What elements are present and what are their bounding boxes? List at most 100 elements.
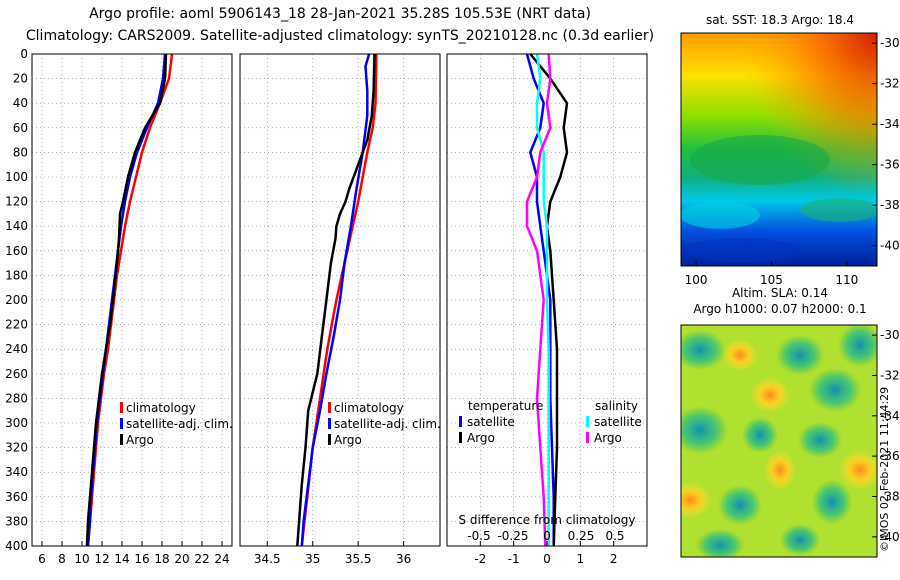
ytick-label: 280 [5,391,28,405]
xtick-label-temperature: 10 [74,552,89,566]
sst-ytick-label: -36 [880,158,900,172]
xtick-label-temperature: 16 [134,552,149,566]
legend-label-difference: satellite [594,415,642,429]
sla-ytick-label: -30 [880,328,900,342]
sst-ytick-label: -38 [880,198,900,212]
sla-ytick-label: -36 [880,449,900,463]
legend-swatch-difference [459,432,462,443]
xtick-label-temperature: 8 [58,552,66,566]
xtick-label-salinity: 35 [305,552,320,566]
legend-label-difference: Argo [467,431,495,445]
legend-label-salinity: climatology [334,401,404,415]
frame-salinity [239,53,441,547]
series-difference-salinity-argo [525,53,552,547]
sdiff-tick-label: -0.5 [467,529,490,543]
legend-swatch-temperature [120,434,123,445]
figure-title-line1: Argo profile: aoml 5906143_18 28-Jan-202… [89,6,591,22]
legend-label-temperature: Argo [126,433,154,447]
ytick-label: 0 [20,47,28,61]
ytick-label: 300 [5,416,28,430]
sla-ytick-label: -40 [880,530,900,544]
ytick-label: 320 [5,441,28,455]
sst-xtick-label: 100 [685,273,708,287]
sst-xtick-label: 110 [835,273,858,287]
ytick-label: 120 [5,195,28,209]
ytick-label: 400 [5,539,28,553]
series-salinity-argo [296,53,376,547]
frame-difference [446,53,648,547]
figure-title-line2: Climatology: CARS2009. Satellite-adjuste… [25,28,655,44]
xtick-label-temperature: 12 [94,552,109,566]
legend-swatch-salinity [328,402,331,413]
sdiff-tick-label: 0.25 [568,529,595,543]
sla-map-title-line1: Altim. SLA: 0.14 [731,286,829,300]
sla-map-title-line2: Argo h1000: 0.07 h2000: 0.1 [693,302,867,316]
series-difference-temperature-satellite [525,53,555,546]
series-temperature-argo [85,53,168,547]
ytick-label: 100 [5,170,28,184]
xtick-label-difference: -1 [508,552,520,566]
sst-map [681,33,877,266]
xtick-label-temperature: 20 [174,552,189,566]
ytick-label: 260 [5,367,28,381]
xtick-label-salinity: 34.5 [254,552,281,566]
ytick-label: 340 [5,465,28,479]
legend-swatch-salinity [328,434,331,445]
sst-ytick-label: -30 [880,36,900,50]
frame-temperature [31,53,233,547]
ytick-label: 200 [5,293,28,307]
sst-ytick-label: -40 [880,239,900,253]
sst-map-title: sat. SST: 18.3 Argo: 18.4 [705,13,855,27]
series-temperature-satellite-adj-clim- [86,53,167,547]
legend-swatch-temperature [120,418,123,429]
ytick-label: 160 [5,244,28,258]
legend-swatch-salinity [328,418,331,429]
xtick-label-temperature: 22 [194,552,209,566]
sla-ytick-label: -34 [880,409,900,423]
sst-ytick-label: -34 [880,117,900,131]
legend-label-temperature: climatology [126,401,196,415]
sla-ytick-label: -32 [880,368,900,382]
series-difference-salinity-satellite [535,53,550,546]
ytick-label: 140 [5,219,28,233]
sst-ytick-label: -32 [880,77,900,91]
sla-ytick-label: -38 [880,489,900,503]
sdiff-tick-label: 0.5 [605,529,624,543]
series-salinity-satellite-adj-clim- [300,53,371,547]
legend-title-temperature: temperature [468,399,543,413]
sst-xtick-label: 105 [760,273,783,287]
ytick-label: 60 [13,121,28,135]
ytick-label: 360 [5,490,28,504]
legend-title-salinity: salinity [595,399,638,413]
legend-swatch-difference [459,416,462,427]
ytick-label: 20 [13,72,28,86]
ytick-label: 80 [13,145,28,159]
ytick-label: 40 [13,96,28,110]
xtick-label-temperature: 24 [214,552,229,566]
legend-swatch-difference [586,416,589,427]
xtick-label-temperature: 6 [38,552,46,566]
xtick-label-salinity: 36 [396,552,411,566]
legend-swatch-temperature [120,402,123,413]
sdiff-tick-label: 0 [543,529,551,543]
legend-swatch-difference [586,432,589,443]
imos-timestamp: ©IMOS 02-Feb-2021 11:44:29 [878,386,891,552]
salinity-difference-label: S difference from climatology [459,513,636,527]
xtick-label-temperature: 14 [114,552,129,566]
xtick-label-temperature: 18 [154,552,169,566]
ytick-label: 180 [5,268,28,282]
sla-map [681,325,877,557]
ytick-label: 380 [5,514,28,528]
xtick-label-difference: 2 [610,552,618,566]
xtick-label-difference: -2 [474,552,486,566]
legend-label-salinity: Argo [334,433,362,447]
legend-label-difference: Argo [594,431,622,445]
ytick-label: 220 [5,318,28,332]
xtick-label-difference: 1 [577,552,585,566]
legend-label-temperature: satellite-adj. clim. [126,417,233,431]
sdiff-tick-label: -0.25 [497,529,528,543]
xtick-label-difference: 0 [543,552,551,566]
xtick-label-salinity: 35.5 [345,552,372,566]
